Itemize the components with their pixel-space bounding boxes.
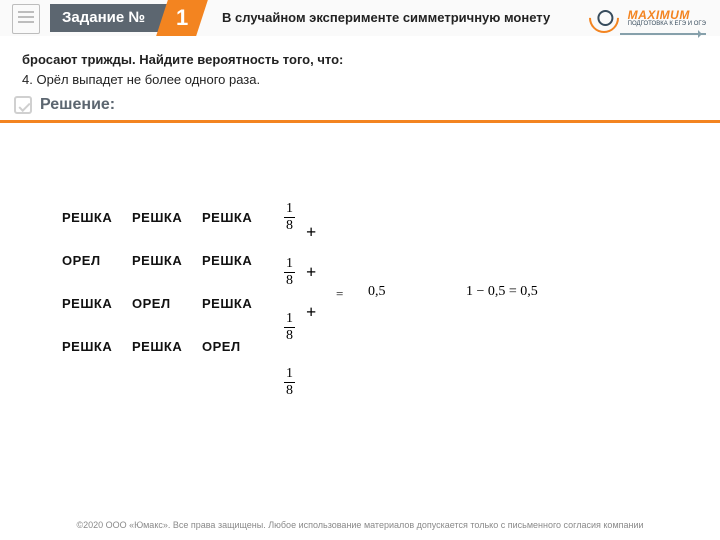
document-icon — [12, 4, 40, 34]
logo-underline — [620, 33, 706, 35]
check-icon — [14, 96, 32, 114]
fraction: 18 — [284, 367, 295, 398]
copyright-footer: ©2020 ООО «Юмакс». Все права защищены. Л… — [0, 520, 720, 530]
table-row: ОРЕЛРЕШКАРЕШКА — [62, 253, 270, 294]
result-complement: 1 − 0,5 = 0,5 — [466, 284, 538, 300]
logo: MAXIMUM ПОДГОТОВКА К ЕГЭ И ОГЭ — [589, 3, 706, 33]
fraction: 18 — [284, 312, 295, 343]
problem-line-3: 4. Орёл выпадет не более одного раза. — [22, 72, 260, 87]
task-number: 1 — [176, 0, 188, 36]
table-row: РЕШКАРЕШКАОРЕЛ — [62, 339, 270, 380]
problem-line-1: В случайном эксперименте симметричную мо… — [222, 10, 550, 25]
fraction: 18 — [284, 257, 295, 288]
solution-label: Решение: — [40, 96, 115, 114]
solution-bar: Решение: — [0, 94, 720, 120]
plus-icon: + — [306, 222, 316, 262]
problem-line-2: бросают трижды. Найдите вероятность того… — [22, 52, 343, 67]
plus-icon: + — [306, 302, 316, 342]
equals-sign: = — [336, 286, 343, 302]
result-sum: 0,5 — [368, 284, 386, 300]
fraction: 18 — [284, 202, 295, 233]
logo-subtitle: ПОДГОТОВКА К ЕГЭ И ОГЭ — [628, 21, 706, 28]
fraction-column: 18 18 18 18 — [284, 202, 295, 422]
outcomes-table: РЕШКАРЕШКАРЕШКА ОРЕЛРЕШКАРЕШКА РЕШКАОРЕЛ… — [60, 208, 272, 382]
table-row: РЕШКАРЕШКАРЕШКА — [62, 210, 270, 251]
divider — [0, 120, 720, 123]
logo-brand: MAXIMUM — [628, 9, 706, 21]
plus-icon: + — [306, 262, 316, 302]
plus-column: + + + — [306, 222, 316, 342]
table-row: РЕШКАОРЕЛРЕШКА — [62, 296, 270, 337]
